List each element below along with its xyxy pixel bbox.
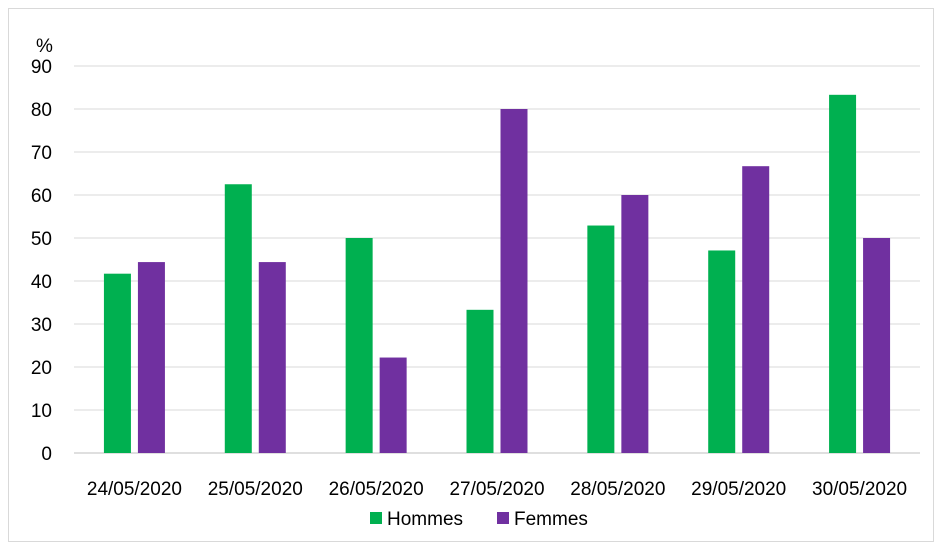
bar-femmes-1 xyxy=(137,262,165,453)
legend-label-femmes: Femmes xyxy=(514,509,588,530)
x-tick-label: 25/05/2020 xyxy=(208,479,303,500)
y-tick-label: 40 xyxy=(31,272,52,293)
bar-femmes-3 xyxy=(379,357,407,453)
y-tick-label: 70 xyxy=(31,143,52,164)
x-tick-label: 26/05/2020 xyxy=(329,479,424,500)
legend: Hommes Femmes xyxy=(370,509,588,530)
bar-femmes-4 xyxy=(500,109,528,453)
x-tick-label: 30/05/2020 xyxy=(812,479,907,500)
bar-hommes-7 xyxy=(829,94,857,453)
bar-femmes-7 xyxy=(863,238,891,453)
bar-hommes-4 xyxy=(466,309,494,453)
x-tick-label: 29/05/2020 xyxy=(691,479,786,500)
x-tick-label: 27/05/2020 xyxy=(449,479,544,500)
y-tick-label: 0 xyxy=(41,444,52,465)
y-tick-label: 30 xyxy=(31,315,52,336)
y-tick-label: 90 xyxy=(31,57,52,78)
x-tick-label: 28/05/2020 xyxy=(570,479,665,500)
y-tick-label: 50 xyxy=(31,229,52,250)
y-tick-label: 20 xyxy=(31,358,52,379)
bar-femmes-6 xyxy=(742,166,770,453)
legend-label-hommes: Hommes xyxy=(387,509,463,530)
y-tick-label: 60 xyxy=(31,186,52,207)
bar-femmes-2 xyxy=(258,262,286,453)
bars xyxy=(103,94,891,453)
y-axis-unit-label: % xyxy=(36,36,53,57)
legend-swatch-hommes xyxy=(370,512,382,524)
bar-femmes-5 xyxy=(621,195,649,453)
bar-hommes-1 xyxy=(103,273,131,453)
gridlines xyxy=(74,65,920,454)
x-axis-ticks: 24/05/2020 25/05/2020 26/05/2020 27/05/2020… xyxy=(87,479,907,500)
bar-hommes-2 xyxy=(224,184,252,453)
bar-hommes-5 xyxy=(587,225,615,453)
bar-hommes-3 xyxy=(345,238,373,453)
y-tick-label: 80 xyxy=(31,100,52,121)
y-axis-ticks: 0 10 20 30 40 50 60 70 80 90 xyxy=(31,57,52,465)
x-tick-label: 24/05/2020 xyxy=(87,479,182,500)
y-tick-label: 10 xyxy=(31,401,52,422)
legend-swatch-femmes xyxy=(497,512,509,524)
bar-hommes-6 xyxy=(708,250,736,453)
